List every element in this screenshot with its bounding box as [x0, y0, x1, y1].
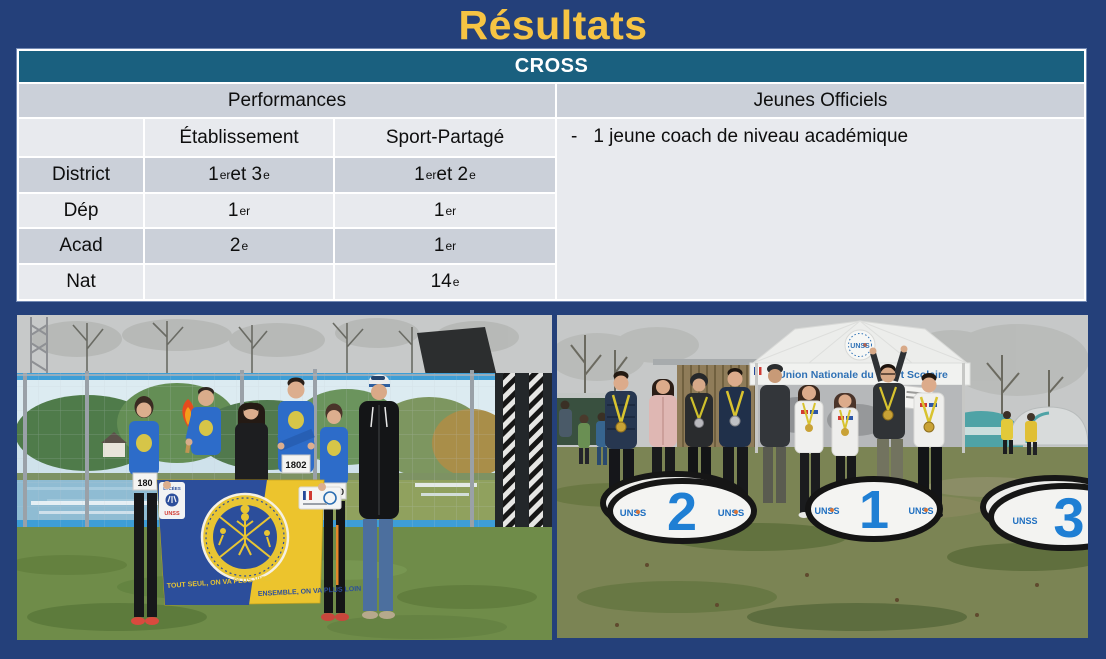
medal-icon: [615, 421, 627, 433]
official-black-cap: [760, 364, 790, 503]
team-flag-illustration: 180 1802: [17, 315, 552, 640]
bullet-dash: -: [571, 126, 578, 147]
bystanders-yellow-vests: [1001, 411, 1037, 455]
medal-icon: [923, 421, 935, 433]
badge-top-label: LYCÉES: [163, 484, 181, 491]
jeunes-officiels-content: - 1 jeune coach de niveau académique: [557, 119, 1084, 299]
jeunes-officiels-header: Jeunes Officiels: [557, 84, 1084, 117]
student-right: 1800: [320, 403, 349, 621]
student-tall: 1802: [277, 377, 315, 474]
medal-ribbon: [802, 402, 816, 426]
podium-illustration: UNSS Union Nationale du Sport Scolaire: [557, 315, 1088, 638]
medal-ribbon: [839, 409, 851, 430]
medal-ribbon: [878, 386, 898, 411]
unss-brand: UNSS: [1012, 516, 1037, 526]
unss-brand: UNSS: [620, 508, 646, 519]
col-header-etablissement: Établissement: [145, 119, 333, 156]
student-black-jacket: [235, 402, 268, 495]
coach: [359, 374, 399, 619]
row-label-acad: Acad: [19, 229, 143, 263]
photo-podium-tent: UNSS Union Nationale du Sport Scolaire: [557, 315, 1088, 638]
cell-dep-sport-partage: 1 er: [335, 194, 555, 227]
row-label-nat: Nat: [19, 265, 143, 299]
unss-brand: UNSS: [718, 508, 744, 519]
medal-ribbon: [919, 396, 939, 424]
medal-ribbon: [689, 396, 709, 420]
athlete-white-shirt-1: [794, 385, 824, 518]
bare-branches: [72, 321, 413, 375]
medal-icon: [882, 409, 894, 421]
bib-number: 1802: [285, 460, 306, 471]
row-label-district: District: [19, 158, 143, 192]
bullet-text: 1 jeune coach de niveau académique: [593, 126, 909, 147]
student-torch-bearer: [182, 387, 221, 455]
podium-number-2: 2: [667, 482, 697, 542]
tent-logo-roundel: [844, 329, 876, 361]
podium-number-1: 1: [859, 480, 889, 540]
athlete-navy-jacket: [719, 368, 751, 511]
cell-acad-sport-partage: 1 er: [335, 229, 555, 263]
cell-dep-etablissement: 1 er: [145, 194, 333, 227]
cell-nat-etablissement: [145, 265, 333, 299]
cell-nat-sport-partage: 14 e: [335, 265, 555, 299]
unss-brand: UNSS: [908, 506, 933, 516]
medal-icon: [729, 415, 741, 427]
medal-icon: [841, 428, 849, 436]
tent-banner-text: Union Nationale du Sport Scolaire: [778, 369, 948, 381]
badge-bottom-label: UNSS: [164, 511, 180, 517]
col-header-sport-partage: Sport-Partagé: [335, 119, 555, 156]
podium-number-3: 3: [1053, 486, 1084, 549]
team-flag: LYCÉES UNSS TOUT SEUL, ON VA PLUS VITE, …: [156, 479, 361, 606]
flag-corner-badge: LYCÉES UNSS: [159, 482, 185, 519]
bib-number: 180: [137, 478, 152, 488]
medal-ribbon: [611, 394, 631, 424]
table-title-cross: CROSS: [19, 51, 1084, 82]
podium-sign-2: UNSS UNSS 2: [600, 471, 757, 544]
hazard-pole: [503, 373, 515, 533]
medal-icon: [694, 418, 704, 428]
race-bib: [281, 454, 311, 474]
performances-header: Performances: [19, 84, 555, 117]
unss-brand: UNSS: [814, 506, 839, 516]
student-left: 180: [129, 396, 159, 625]
sunglasses-icon: [371, 376, 385, 380]
photo-team-flag: 180 1802: [17, 315, 552, 640]
hazard-pole: [529, 373, 543, 533]
corner-cell: [19, 119, 143, 156]
podium-sign-1: UNSS UNSS 1: [805, 476, 943, 542]
ministry-card: [298, 486, 342, 510]
podium-sign-3: UNSS 3: [980, 475, 1088, 551]
tent-logo-text: UNSS: [850, 343, 870, 350]
lattice-tower: [30, 317, 48, 377]
medal-ribbon: [725, 390, 745, 418]
medal-icon: [805, 424, 813, 432]
row-label-dep: Dép: [19, 194, 143, 227]
page-title: Résultats: [458, 2, 648, 48]
results-table: CROSS Performances Jeunes Officiels Étab…: [17, 49, 1086, 301]
